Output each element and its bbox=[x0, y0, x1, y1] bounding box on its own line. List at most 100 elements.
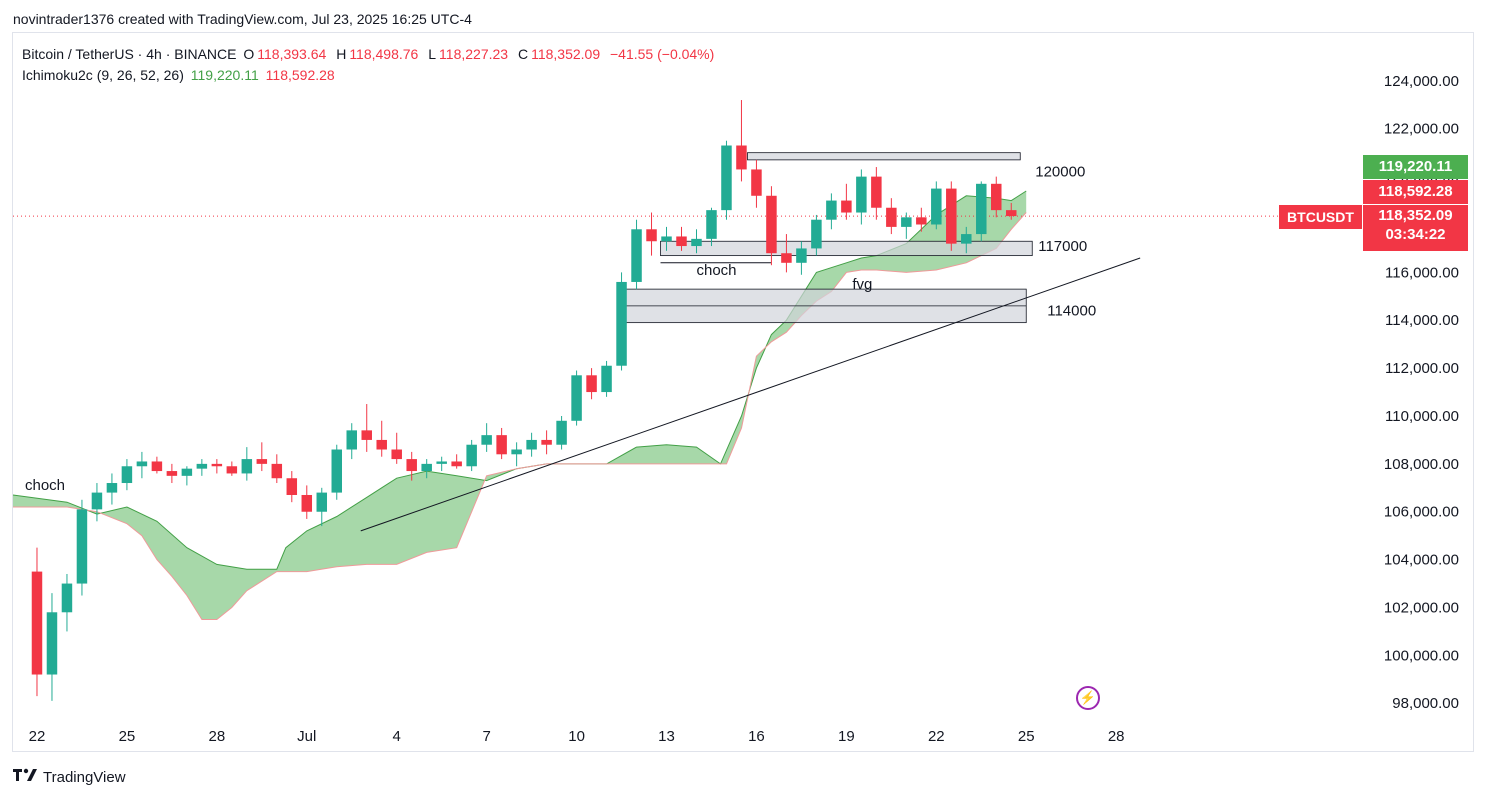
candle-body bbox=[736, 145, 747, 170]
candle-body bbox=[226, 466, 238, 474]
candle-body bbox=[856, 176, 867, 213]
zone-117000-label: 117000 bbox=[1038, 238, 1087, 255]
x-tick-label: 22 bbox=[928, 728, 945, 745]
candle-body bbox=[661, 236, 672, 242]
x-tick-label: 4 bbox=[393, 728, 401, 745]
candle-body bbox=[556, 420, 567, 445]
candle-body bbox=[496, 435, 507, 455]
candle-body bbox=[256, 459, 268, 464]
candle-body bbox=[346, 430, 357, 450]
x-axis: 22 25 28 Jul 4 7 10 13 16 19 22 25 28 bbox=[29, 728, 1125, 745]
trend-line bbox=[360, 257, 1141, 532]
low-label: L bbox=[428, 46, 437, 62]
candle-body bbox=[301, 494, 313, 512]
candle-body bbox=[196, 463, 208, 469]
candle-body bbox=[916, 217, 927, 225]
candle-body bbox=[46, 612, 58, 675]
candle-body bbox=[391, 449, 402, 460]
open-label: O bbox=[243, 46, 255, 62]
x-tick-label: 22 bbox=[29, 728, 46, 745]
indicator-name[interactable]: Ichimoku2c (9, 26, 52, 26) bbox=[22, 67, 184, 83]
brand-name[interactable]: TradingView bbox=[43, 768, 126, 786]
symbol-label[interactable]: Bitcoin / TetherUS · 4h · BINANCE bbox=[22, 46, 237, 62]
y-tick-label: 110,000.00 bbox=[1385, 408, 1459, 425]
candle-body bbox=[541, 439, 552, 445]
x-tick-label: 10 bbox=[568, 728, 585, 745]
candle-body bbox=[976, 183, 987, 235]
open-value: 118,393.64 bbox=[257, 46, 327, 62]
choch-mid-label: choch bbox=[696, 262, 736, 279]
candle-body bbox=[1006, 210, 1017, 217]
zones-layer bbox=[618, 152, 1033, 324]
candle-body bbox=[271, 463, 283, 479]
candle-body bbox=[376, 439, 387, 450]
candles-layer bbox=[31, 100, 1017, 701]
candle-body bbox=[946, 188, 957, 244]
y-tick-label: 102,000.00 bbox=[1384, 599, 1459, 616]
high-value: 118,498.76 bbox=[349, 46, 419, 62]
candle-body bbox=[406, 459, 417, 472]
lightning-bolt-icon[interactable]: ⚡ bbox=[1076, 686, 1100, 710]
choch-left-label: choch bbox=[25, 477, 65, 494]
candle-body bbox=[991, 183, 1002, 211]
candle-body bbox=[511, 449, 522, 455]
candle-body bbox=[481, 435, 492, 445]
y-tick-label: 114,000.00 bbox=[1385, 312, 1459, 329]
candle-body bbox=[691, 238, 702, 247]
candle-body bbox=[61, 583, 73, 613]
x-tick-label: 25 bbox=[1018, 728, 1035, 745]
candle-body bbox=[526, 439, 537, 450]
candle-body bbox=[766, 195, 777, 254]
senkou-span-b-line bbox=[13, 212, 1027, 620]
candle-body bbox=[631, 229, 642, 282]
candle-body bbox=[901, 217, 912, 227]
candle-body bbox=[436, 461, 447, 464]
annotations-layer: 120000 117000 114000 choch choch fvg bbox=[25, 164, 1096, 495]
candle-body bbox=[871, 176, 882, 208]
y-tick-label: 112,000.00 bbox=[1385, 360, 1459, 377]
candle-body bbox=[31, 571, 43, 675]
x-tick-label: 16 bbox=[748, 728, 765, 745]
candle-body bbox=[826, 200, 837, 220]
candle-body bbox=[676, 236, 687, 247]
candle-body bbox=[811, 219, 822, 249]
close-label: C bbox=[517, 46, 529, 62]
candle-body bbox=[451, 461, 462, 467]
tradingview-logo-icon bbox=[13, 768, 37, 786]
candle-body bbox=[751, 169, 762, 196]
candle-body bbox=[646, 229, 657, 242]
y-tick-label: 108,000.00 bbox=[1384, 456, 1459, 473]
candle-body bbox=[91, 492, 103, 510]
candle-body bbox=[421, 463, 432, 472]
close-value: 118,352.09 bbox=[531, 46, 601, 62]
candle-body bbox=[931, 188, 942, 225]
candle-body bbox=[841, 200, 852, 213]
y-tick-label: 116,000.00 bbox=[1385, 264, 1459, 281]
candle-body bbox=[181, 468, 193, 476]
zone-120000 bbox=[747, 152, 1021, 161]
candle-body bbox=[706, 210, 717, 239]
zone-117000 bbox=[660, 240, 1033, 257]
ohlc-legend: Bitcoin / TetherUS · 4h · BINANCE O 118,3… bbox=[22, 46, 717, 62]
candle-body bbox=[106, 483, 118, 493]
x-tick-label: 25 bbox=[119, 728, 136, 745]
ticker-tag: BTCUSDT bbox=[1279, 205, 1362, 229]
candle-body bbox=[316, 492, 328, 512]
price-tag-red: 118,592.28 bbox=[1363, 180, 1468, 204]
change-value: −41.55 (−0.04%) bbox=[610, 46, 715, 62]
y-tick-label: 104,000.00 bbox=[1384, 552, 1459, 569]
candle-body bbox=[286, 478, 298, 495]
candle-body bbox=[571, 375, 582, 421]
indicator-value-1: 119,220.11 bbox=[190, 67, 259, 83]
candle-body bbox=[361, 430, 372, 440]
y-tick-label: 98,000.00 bbox=[1392, 695, 1459, 712]
y-tick-label: 106,000.00 bbox=[1384, 504, 1459, 521]
candle-body bbox=[781, 253, 792, 263]
fvg-label: fvg bbox=[852, 276, 872, 293]
candle-body bbox=[616, 281, 627, 366]
y-tick-label: 122,000.00 bbox=[1384, 121, 1459, 138]
indicator-value-2: 118,592.28 bbox=[265, 67, 335, 83]
y-tick-label: 124,000.00 bbox=[1384, 73, 1459, 90]
last-price-tag: 118,352.09 03:34:22 bbox=[1363, 205, 1468, 251]
